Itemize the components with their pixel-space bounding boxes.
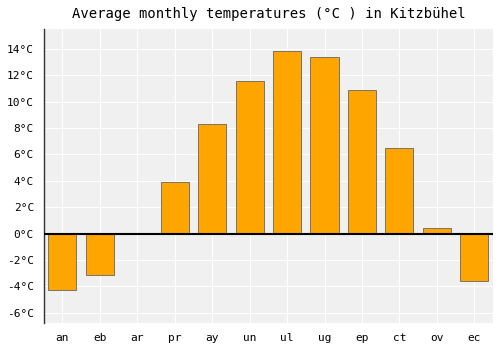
Bar (310, 57, 338, 233)
Bar (348, 90, 376, 233)
Bar (460, 233, 488, 281)
Bar (48, 233, 76, 290)
Bar (198, 124, 226, 233)
Bar (273, 51, 301, 233)
Bar (423, 228, 451, 233)
Bar (86, 233, 114, 274)
Title: Average monthly temperatures (°C ) in Kitzbühel: Average monthly temperatures (°C ) in Ki… (72, 7, 465, 21)
Bar (236, 80, 264, 233)
Bar (160, 182, 189, 233)
Bar (386, 148, 413, 233)
